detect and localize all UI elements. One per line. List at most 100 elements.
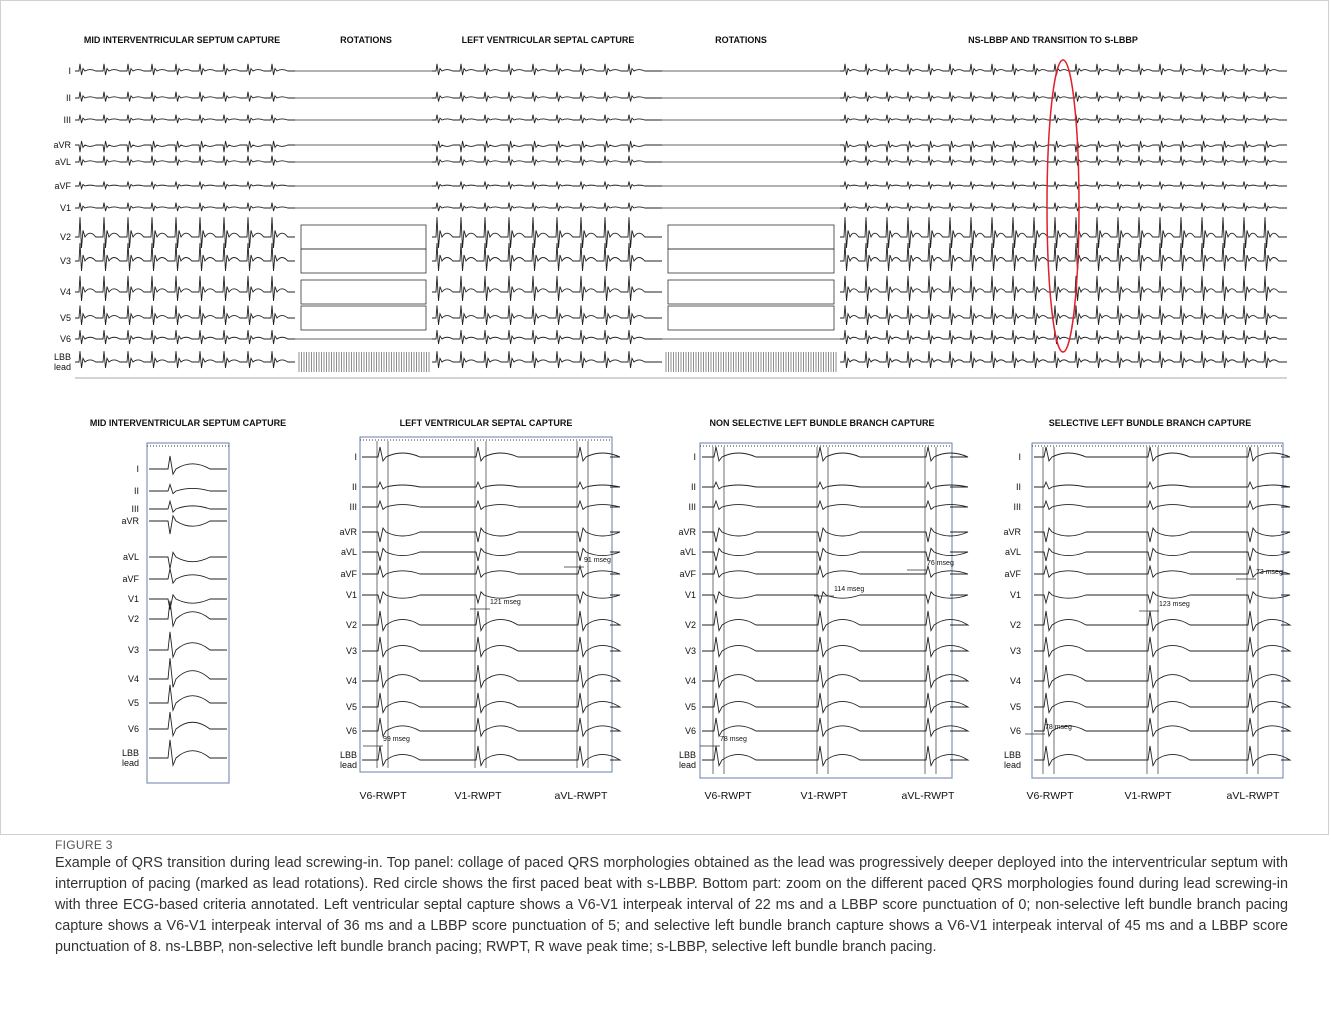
panel-title: MID INTERVENTRICULAR SEPTUM CAPTURE xyxy=(90,418,286,428)
ecg-trace xyxy=(840,182,1287,189)
ecg-trace xyxy=(75,64,295,75)
lead-label: III xyxy=(41,115,71,125)
ecg-trace xyxy=(75,330,295,344)
ecg-trace xyxy=(432,305,662,325)
rwpt-label: V6-RWPT xyxy=(704,791,751,801)
page: FIGURE 3 Example of QRS transition durin… xyxy=(0,0,1331,1028)
ecg-trace xyxy=(362,637,620,657)
lead-label: V2 xyxy=(327,620,357,630)
lead-label: V5 xyxy=(666,702,696,712)
ecg-trace xyxy=(362,611,620,631)
ecg-trace xyxy=(75,92,295,102)
ecg-trace xyxy=(1034,718,1290,736)
lead-label: V2 xyxy=(41,232,71,242)
ecg-trace xyxy=(840,305,1287,325)
pacing-artifact xyxy=(666,352,836,372)
lead-label: I xyxy=(666,452,696,462)
ecg-trace xyxy=(1034,637,1290,657)
lead-label: V1 xyxy=(327,590,357,600)
rwpt-label: aVL-RWPT xyxy=(902,791,955,801)
ecg-trace xyxy=(432,243,662,271)
lead-label: II xyxy=(327,482,357,492)
ecg-trace xyxy=(362,482,620,489)
ecg-trace xyxy=(840,92,1287,102)
lead-label: V6 xyxy=(991,726,1021,736)
interval-annotation: 123 mseg xyxy=(1159,600,1190,610)
panel-title: NON SELECTIVE LEFT BUNDLE BRANCH CAPTURE xyxy=(709,418,934,428)
highlight-circle xyxy=(1047,60,1079,352)
ecg-trace xyxy=(362,548,620,561)
rwpt-label: aVL-RWPT xyxy=(1227,791,1280,801)
ecg-trace xyxy=(1034,482,1290,489)
ecg-trace xyxy=(149,685,227,710)
ecg-trace xyxy=(362,566,620,577)
lead-label: V2 xyxy=(666,620,696,630)
lead-label: LBB lead xyxy=(327,750,357,770)
lead-label: V1 xyxy=(666,590,696,600)
figure-label: FIGURE 3 xyxy=(55,838,113,852)
rwpt-label: V6-RWPT xyxy=(1026,791,1073,801)
ecg-trace xyxy=(702,746,968,766)
ecg-trace xyxy=(75,156,295,166)
lead-label: V3 xyxy=(666,646,696,656)
lead-label: aVF xyxy=(41,181,71,191)
panel-frame xyxy=(700,443,952,778)
lead-label: aVR xyxy=(666,527,696,537)
interval-annotation: 78 mseg xyxy=(1045,723,1072,733)
ecg-trace xyxy=(362,665,620,687)
lead-label: I xyxy=(327,452,357,462)
lead-label: V6 xyxy=(41,334,71,344)
lead-label: aVR xyxy=(991,527,1021,537)
pacing-box xyxy=(668,225,834,249)
ecg-trace xyxy=(432,92,662,102)
interval-annotation: 76 mseg xyxy=(927,559,954,569)
lead-label: aVL xyxy=(666,547,696,557)
ecg-trace xyxy=(149,740,227,765)
lead-label: V5 xyxy=(41,313,71,323)
ecg-trace xyxy=(149,485,227,494)
lead-label: II xyxy=(41,93,71,103)
ecg-trace xyxy=(362,693,620,713)
lead-label: aVL xyxy=(41,157,71,167)
figure-caption: Example of QRS transition during lead sc… xyxy=(55,853,1288,958)
lead-label: V2 xyxy=(991,620,1021,630)
ecg-trace xyxy=(432,141,662,152)
ecg-trace xyxy=(1034,501,1290,509)
ecg-trace xyxy=(1034,746,1290,766)
ecg-trace xyxy=(432,330,662,344)
lead-label: II xyxy=(666,482,696,492)
lead-label: I xyxy=(991,452,1021,462)
lead-label: II xyxy=(991,482,1021,492)
ecg-trace xyxy=(840,115,1287,123)
lead-label: V4 xyxy=(109,674,139,684)
ecg-trace xyxy=(1034,566,1290,577)
pacing-box xyxy=(301,306,426,330)
ecg-trace xyxy=(1034,693,1290,713)
ecg-trace xyxy=(702,718,968,736)
lead-label: LBB lead xyxy=(666,750,696,770)
panel-title: LEFT VENTRICULAR SEPTAL CAPTURE xyxy=(400,418,573,428)
ecg-trace xyxy=(149,569,227,584)
ecg-trace xyxy=(149,595,227,610)
lead-label: III xyxy=(327,502,357,512)
ecg-trace xyxy=(362,447,620,461)
ecg-trace xyxy=(432,217,662,248)
lead-label: III xyxy=(109,504,139,514)
lead-label: V4 xyxy=(991,676,1021,686)
ecg-trace xyxy=(840,330,1287,344)
ecg-trace xyxy=(840,217,1287,248)
ecg-trace xyxy=(432,115,662,123)
ecg-trace xyxy=(149,456,227,474)
section-title: NS-LBBP AND TRANSITION TO S-LBBP xyxy=(968,35,1138,45)
ecg-trace xyxy=(362,718,620,736)
rwpt-label: V6-RWPT xyxy=(359,791,406,801)
ecg-trace xyxy=(75,141,295,152)
pacing-box xyxy=(668,280,834,304)
pacing-box xyxy=(301,249,426,273)
ecg-trace xyxy=(840,203,1287,211)
ecg-trace xyxy=(840,351,1287,368)
lead-label: V5 xyxy=(327,702,357,712)
interval-annotation: 99 mseg xyxy=(383,735,410,745)
ecg-trace xyxy=(702,693,968,713)
lead-label: V4 xyxy=(327,676,357,686)
